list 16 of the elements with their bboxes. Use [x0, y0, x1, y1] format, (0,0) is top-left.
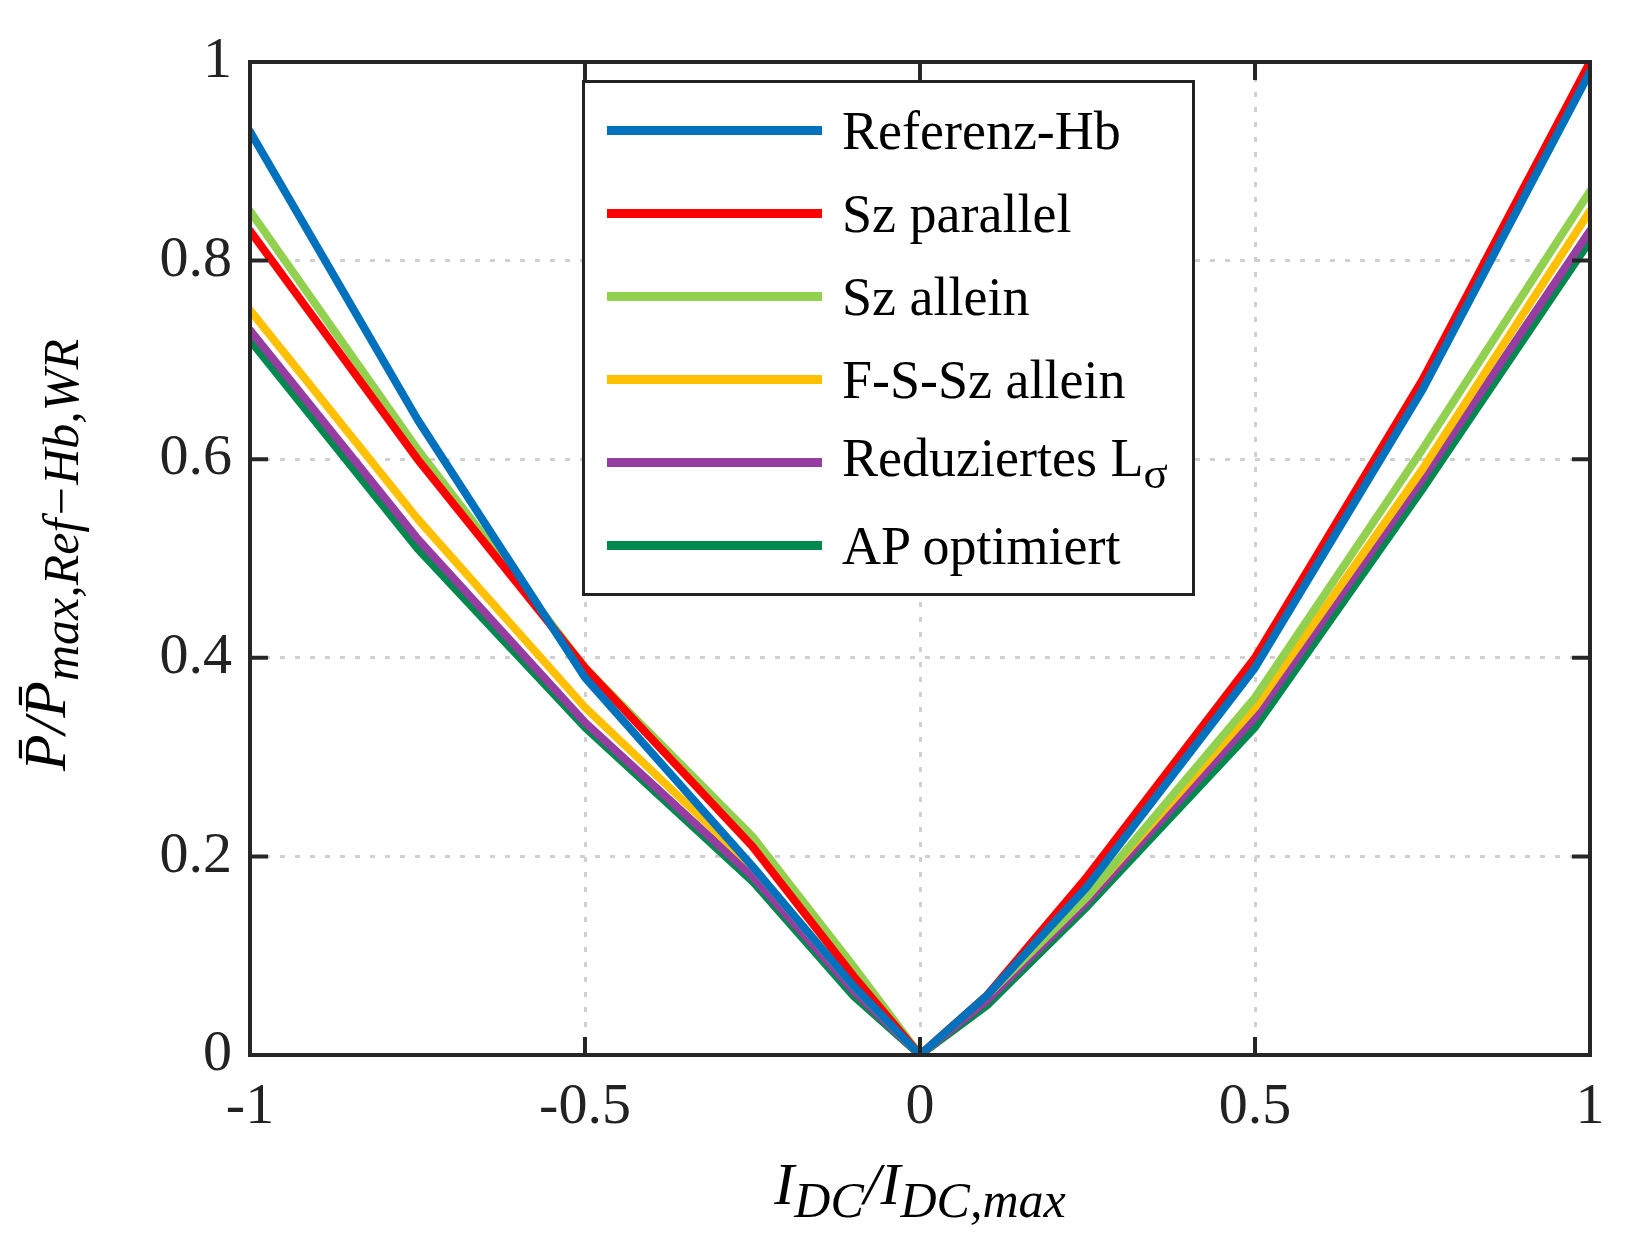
x-tick-label: -0.5 — [539, 1071, 631, 1137]
y-tick-label: 0.2 — [159, 819, 232, 885]
legend-label: Referenz-Hb — [842, 99, 1121, 162]
legend-label: Sz parallel — [842, 182, 1072, 245]
x-tick-label: 0.5 — [1218, 1071, 1292, 1137]
y-tick-label: 1 — [203, 25, 232, 91]
x-axis-title: I$_{DC}$/I$_{DC,max}$ — [773, 1150, 1067, 1229]
legend-label: AP optimiert — [842, 514, 1121, 577]
y-tick-label: 0.8 — [159, 223, 232, 289]
y-tick-label: 0.6 — [159, 422, 232, 488]
x-tick-label: 0 — [905, 1071, 935, 1137]
y-tick-label: 0.4 — [159, 621, 232, 687]
legend-label: Sz allein — [842, 265, 1030, 328]
legend-label: Reduziertes L$_{σ}$ — [842, 426, 1168, 499]
legend-label: F-S-Sz allein — [842, 348, 1126, 411]
x-tick-label: 1 — [1575, 1071, 1605, 1137]
